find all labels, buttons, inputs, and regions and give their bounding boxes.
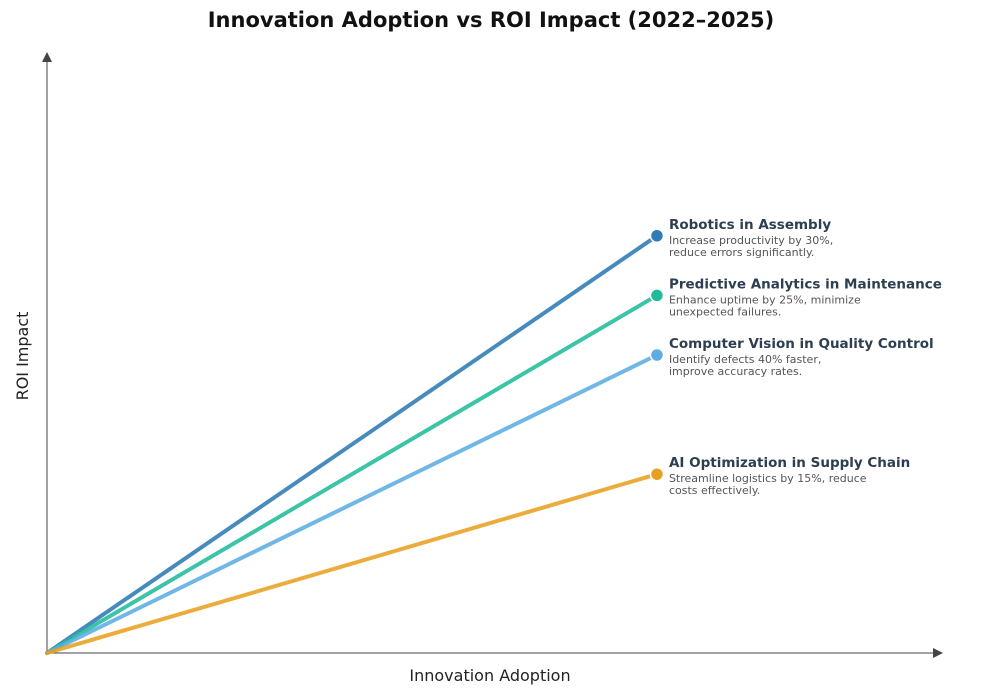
series-3: AI Optimization in Supply ChainStreamlin…: [45, 455, 910, 655]
series-line: [45, 472, 659, 655]
chart-title: Innovation Adoption vs ROI Impact (2022–…: [207, 8, 775, 32]
series-label: Robotics in Assembly: [669, 217, 831, 233]
series-endpoint: [649, 347, 665, 363]
series-description: Identify defects 40% faster,: [669, 353, 821, 366]
series-description: costs effectively.: [669, 484, 760, 497]
series-description: Enhance uptime by 25%, minimize: [669, 293, 861, 306]
series-description: reduce errors significantly.: [669, 246, 814, 259]
series-description: improve accuracy rates.: [669, 365, 802, 378]
x-axis-title: Innovation Adoption: [409, 666, 570, 685]
series-line: [45, 233, 659, 655]
series-description: Increase productivity by 30%,: [669, 234, 833, 247]
series-label: Predictive Analytics in Maintenance: [669, 276, 942, 292]
series-label: AI Optimization in Supply Chain: [669, 455, 910, 471]
series-2: Computer Vision in Quality ControlIdenti…: [45, 336, 934, 655]
series-line: [45, 353, 659, 655]
series-endpoint: [649, 288, 665, 303]
y-axis-title: ROI Impact: [13, 312, 32, 401]
series-description: unexpected failures.: [669, 305, 781, 318]
series-label: Computer Vision in Quality Control: [669, 336, 934, 352]
series-line: [45, 293, 659, 655]
series-endpoint: [649, 466, 665, 482]
series-1: Predictive Analytics in MaintenanceEnhan…: [45, 276, 942, 655]
series-endpoint: [649, 228, 665, 244]
series-description: Streamline logistics by 15%, reduce: [669, 472, 867, 485]
